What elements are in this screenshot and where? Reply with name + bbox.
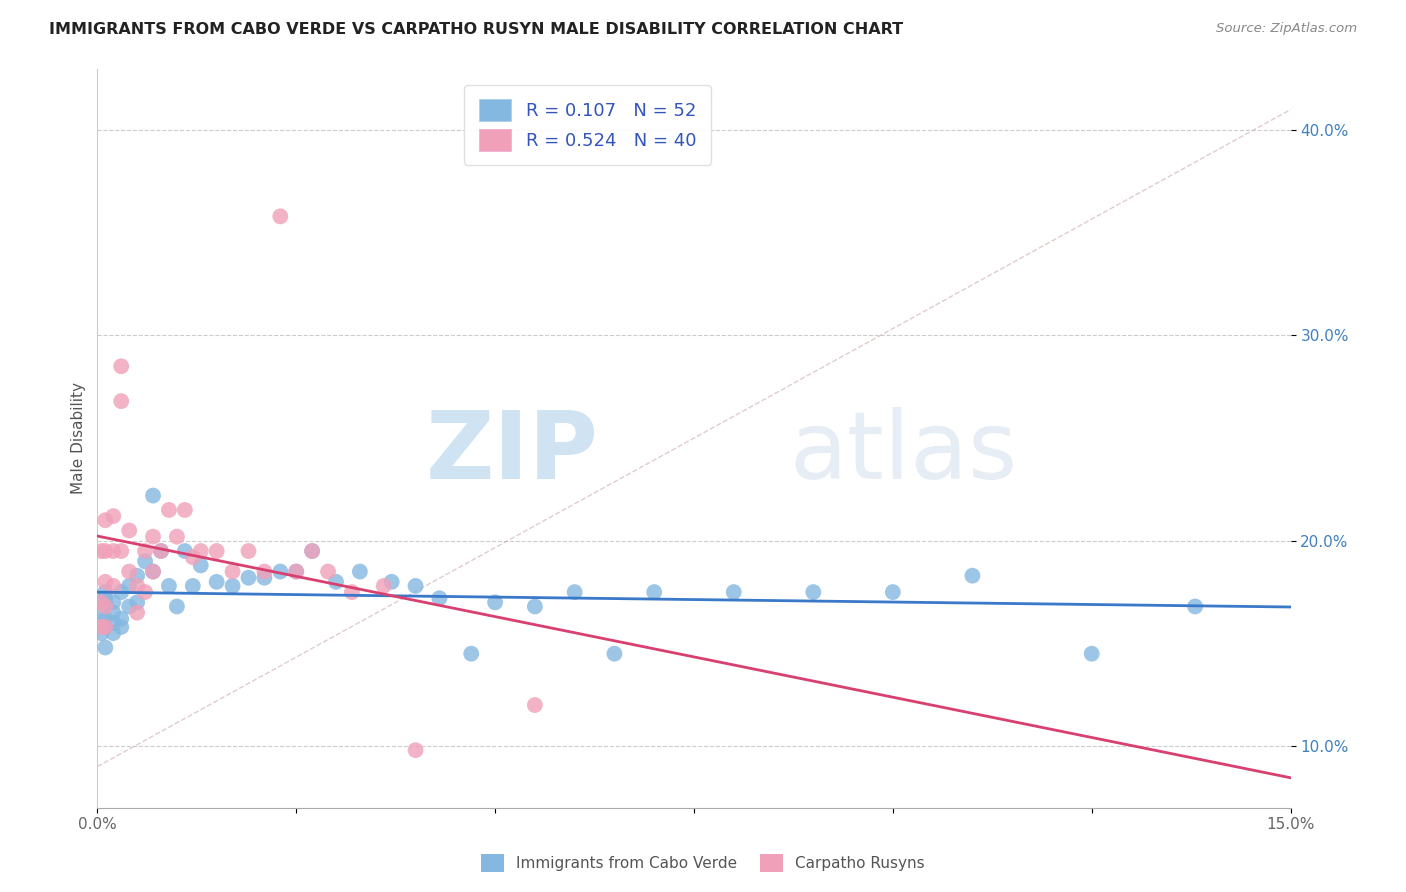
Point xyxy=(285,565,308,579)
Point xyxy=(269,565,291,579)
Legend: R = 0.107   N = 52, R = 0.524   N = 40: R = 0.107 N = 52, R = 0.524 N = 40 xyxy=(464,85,710,165)
Point xyxy=(103,544,125,558)
Point xyxy=(127,595,149,609)
Point xyxy=(643,585,665,599)
Point xyxy=(181,550,204,565)
Point xyxy=(190,544,212,558)
Point xyxy=(253,565,276,579)
Point xyxy=(301,544,323,558)
Point xyxy=(962,568,984,582)
Point xyxy=(94,513,117,527)
Text: ZIP: ZIP xyxy=(426,407,599,499)
Point xyxy=(118,565,141,579)
Point xyxy=(205,574,228,589)
Text: IMMIGRANTS FROM CABO VERDE VS CARPATHO RUSYN MALE DISABILITY CORRELATION CHART: IMMIGRANTS FROM CABO VERDE VS CARPATHO R… xyxy=(49,22,903,37)
Legend: Immigrants from Cabo Verde, Carpatho Rusyns: Immigrants from Cabo Verde, Carpatho Rus… xyxy=(474,846,932,880)
Point xyxy=(882,585,904,599)
Point xyxy=(150,544,173,558)
Point xyxy=(1184,599,1206,614)
Point xyxy=(94,574,117,589)
Y-axis label: Male Disability: Male Disability xyxy=(72,382,86,494)
Point xyxy=(238,544,260,558)
Point xyxy=(150,544,173,558)
Point xyxy=(118,524,141,538)
Point xyxy=(205,544,228,558)
Point xyxy=(90,595,112,609)
Point xyxy=(166,599,188,614)
Point xyxy=(134,585,156,599)
Point xyxy=(94,585,117,599)
Point xyxy=(94,595,117,609)
Point xyxy=(127,568,149,582)
Point xyxy=(285,565,308,579)
Point xyxy=(110,544,132,558)
Text: atlas: atlas xyxy=(789,407,1018,499)
Point xyxy=(173,503,195,517)
Point xyxy=(301,544,323,558)
Point xyxy=(127,579,149,593)
Point xyxy=(221,579,243,593)
Point xyxy=(484,595,506,609)
Point xyxy=(90,626,112,640)
Point xyxy=(181,579,204,593)
Point xyxy=(110,585,132,599)
Point xyxy=(110,620,132,634)
Point xyxy=(142,489,165,503)
Point xyxy=(460,647,482,661)
Point xyxy=(238,571,260,585)
Point xyxy=(253,571,276,585)
Point xyxy=(127,606,149,620)
Point xyxy=(221,565,243,579)
Point xyxy=(142,530,165,544)
Point xyxy=(110,394,132,409)
Point xyxy=(564,585,586,599)
Point xyxy=(523,698,546,712)
Point xyxy=(157,503,180,517)
Point xyxy=(118,579,141,593)
Point xyxy=(405,743,427,757)
Point xyxy=(381,574,404,589)
Point xyxy=(190,558,212,573)
Point xyxy=(103,626,125,640)
Point xyxy=(94,599,117,614)
Point xyxy=(723,585,745,599)
Point xyxy=(173,544,195,558)
Point xyxy=(118,599,141,614)
Point xyxy=(94,544,117,558)
Point xyxy=(269,210,291,224)
Point xyxy=(94,612,117,626)
Point xyxy=(325,574,347,589)
Point xyxy=(103,606,125,620)
Point xyxy=(110,612,132,626)
Point xyxy=(340,585,363,599)
Point xyxy=(94,640,117,655)
Point xyxy=(90,620,112,634)
Point xyxy=(316,565,339,579)
Text: Source: ZipAtlas.com: Source: ZipAtlas.com xyxy=(1216,22,1357,36)
Point xyxy=(349,565,371,579)
Point xyxy=(142,565,165,579)
Point xyxy=(429,591,451,606)
Point xyxy=(103,615,125,630)
Point xyxy=(373,579,395,593)
Point xyxy=(110,359,132,374)
Point xyxy=(405,579,427,593)
Point xyxy=(90,606,112,620)
Point xyxy=(94,591,117,606)
Point xyxy=(603,647,626,661)
Point xyxy=(90,544,112,558)
Point xyxy=(1080,647,1102,661)
Point xyxy=(801,585,824,599)
Point xyxy=(94,620,117,634)
Point xyxy=(157,579,180,593)
Point xyxy=(523,599,546,614)
Point xyxy=(166,530,188,544)
Point xyxy=(142,565,165,579)
Point xyxy=(103,595,125,609)
Point xyxy=(134,554,156,568)
Point xyxy=(103,509,125,524)
Point xyxy=(103,579,125,593)
Point xyxy=(134,544,156,558)
Point xyxy=(94,620,117,634)
